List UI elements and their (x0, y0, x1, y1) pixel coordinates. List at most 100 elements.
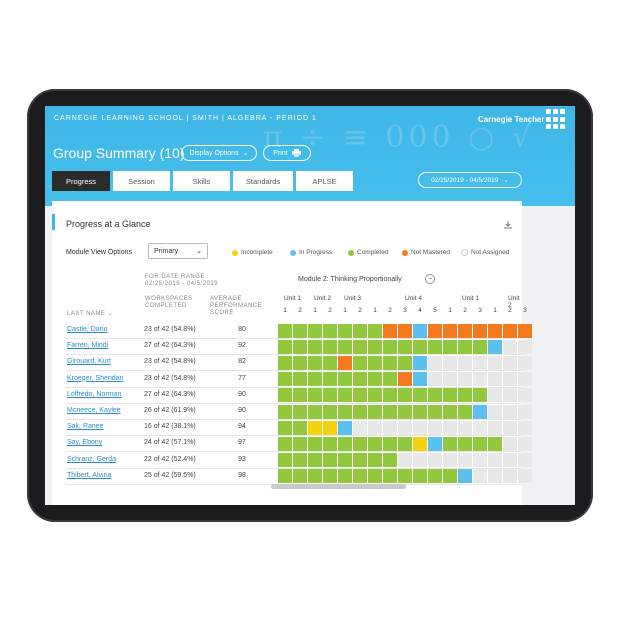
workspace-status-cell[interactable] (398, 420, 412, 435)
workspace-status-cell[interactable] (488, 339, 502, 354)
workspace-status-cell[interactable] (518, 420, 532, 435)
workspace-status-cell[interactable] (503, 420, 517, 435)
workspace-status-cell[interactable] (488, 372, 502, 387)
workspace-status-cell[interactable] (413, 339, 427, 354)
tab-skills[interactable]: Skills (173, 171, 230, 191)
student-name-link[interactable]: Kroeger, Sheridan (67, 374, 124, 382)
workspace-status-cell[interactable] (323, 469, 337, 484)
workspace-status-cell[interactable] (488, 388, 502, 403)
workspace-status-cell[interactable] (323, 453, 337, 468)
workspace-status-cell[interactable] (278, 339, 292, 354)
student-name-link[interactable]: Girouard, Kurt (67, 358, 111, 366)
workspace-status-cell[interactable] (323, 436, 337, 451)
workspace-status-cell[interactable] (353, 469, 367, 484)
workspace-status-cell[interactable] (398, 453, 412, 468)
workspace-status-cell[interactable] (353, 453, 367, 468)
workspace-status-cell[interactable] (488, 404, 502, 419)
horizontal-scrollbar[interactable] (271, 484, 406, 489)
workspace-status-cell[interactable] (503, 453, 517, 468)
apps-grid-icon[interactable] (546, 109, 567, 130)
workspace-status-cell[interactable] (308, 453, 322, 468)
workspace-status-cell[interactable] (503, 436, 517, 451)
workspace-status-cell[interactable] (503, 372, 517, 387)
workspace-status-cell[interactable] (383, 404, 397, 419)
workspace-status-cell[interactable] (353, 323, 367, 338)
workspace-status-cell[interactable] (443, 339, 457, 354)
workspace-status-cell[interactable] (503, 388, 517, 403)
workspace-status-cell[interactable] (413, 420, 427, 435)
tab-standards[interactable]: Standards (233, 171, 293, 191)
workspace-status-cell[interactable] (308, 388, 322, 403)
workspace-status-cell[interactable] (413, 404, 427, 419)
workspace-status-cell[interactable] (473, 323, 487, 338)
workspace-status-cell[interactable] (413, 323, 427, 338)
workspace-status-cell[interactable] (473, 436, 487, 451)
print-button[interactable]: Print (263, 145, 311, 161)
workspace-status-cell[interactable] (368, 388, 382, 403)
workspace-status-cell[interactable] (413, 436, 427, 451)
workspace-status-cell[interactable] (398, 388, 412, 403)
workspace-status-cell[interactable] (278, 420, 292, 435)
workspace-status-cell[interactable] (368, 339, 382, 354)
student-name-link[interactable]: Castle, Dario (67, 326, 108, 333)
workspace-status-cell[interactable] (353, 420, 367, 435)
workspace-status-cell[interactable] (278, 388, 292, 403)
workspace-status-cell[interactable] (338, 355, 352, 370)
workspace-status-cell[interactable] (293, 355, 307, 370)
workspace-status-cell[interactable] (518, 388, 532, 403)
workspace-status-cell[interactable] (368, 355, 382, 370)
workspace-status-cell[interactable] (338, 388, 352, 403)
workspace-status-cell[interactable] (398, 404, 412, 419)
workspace-status-cell[interactable] (488, 469, 502, 484)
workspace-status-cell[interactable] (338, 436, 352, 451)
workspace-status-cell[interactable] (458, 453, 472, 468)
workspace-status-cell[interactable] (458, 372, 472, 387)
workspace-status-cell[interactable] (383, 339, 397, 354)
date-range-picker[interactable]: 02/25/2019 - 04/5/2019 ⌄ (418, 172, 522, 188)
workspace-status-cell[interactable] (308, 323, 322, 338)
workspace-status-cell[interactable] (473, 420, 487, 435)
workspace-status-cell[interactable] (368, 436, 382, 451)
workspace-status-cell[interactable] (428, 372, 442, 387)
workspace-status-cell[interactable] (308, 436, 322, 451)
workspace-status-cell[interactable] (518, 404, 532, 419)
workspace-status-cell[interactable] (293, 420, 307, 435)
workspace-status-cell[interactable] (458, 420, 472, 435)
workspace-status-cell[interactable] (473, 372, 487, 387)
workspace-status-cell[interactable] (398, 436, 412, 451)
workspace-status-cell[interactable] (428, 355, 442, 370)
workspace-status-cell[interactable] (428, 404, 442, 419)
workspace-status-cell[interactable] (308, 469, 322, 484)
workspace-status-cell[interactable] (488, 355, 502, 370)
workspace-status-cell[interactable] (383, 372, 397, 387)
student-name-link[interactable]: Loffredo, Norman (67, 390, 122, 398)
workspace-status-cell[interactable] (443, 469, 457, 484)
workspace-status-cell[interactable] (368, 323, 382, 338)
tab-progress[interactable]: Progress (52, 171, 110, 191)
workspace-status-cell[interactable] (368, 420, 382, 435)
workspace-status-cell[interactable] (413, 388, 427, 403)
workspace-status-cell[interactable] (293, 469, 307, 484)
workspace-status-cell[interactable] (368, 372, 382, 387)
workspace-status-cell[interactable] (473, 339, 487, 354)
workspace-status-cell[interactable] (368, 469, 382, 484)
student-name-link[interactable]: Mcneece, Kaylee (67, 407, 121, 414)
workspace-status-cell[interactable] (518, 372, 532, 387)
workspace-status-cell[interactable] (353, 339, 367, 354)
workspace-status-cell[interactable] (443, 420, 457, 435)
workspace-status-cell[interactable] (428, 323, 442, 338)
last-name-header[interactable]: LAST NAME ⌄ (67, 311, 113, 318)
workspace-status-cell[interactable] (488, 323, 502, 338)
workspace-status-cell[interactable] (473, 469, 487, 484)
workspace-status-cell[interactable] (473, 453, 487, 468)
workspace-status-cell[interactable] (398, 339, 412, 354)
workspace-status-cell[interactable] (518, 339, 532, 354)
workspace-status-cell[interactable] (338, 372, 352, 387)
workspace-status-cell[interactable] (503, 469, 517, 484)
workspace-status-cell[interactable] (398, 469, 412, 484)
workspace-status-cell[interactable] (383, 388, 397, 403)
workspace-status-cell[interactable] (293, 323, 307, 338)
workspace-status-cell[interactable] (428, 388, 442, 403)
workspace-status-cell[interactable] (278, 355, 292, 370)
workspace-status-cell[interactable] (353, 372, 367, 387)
